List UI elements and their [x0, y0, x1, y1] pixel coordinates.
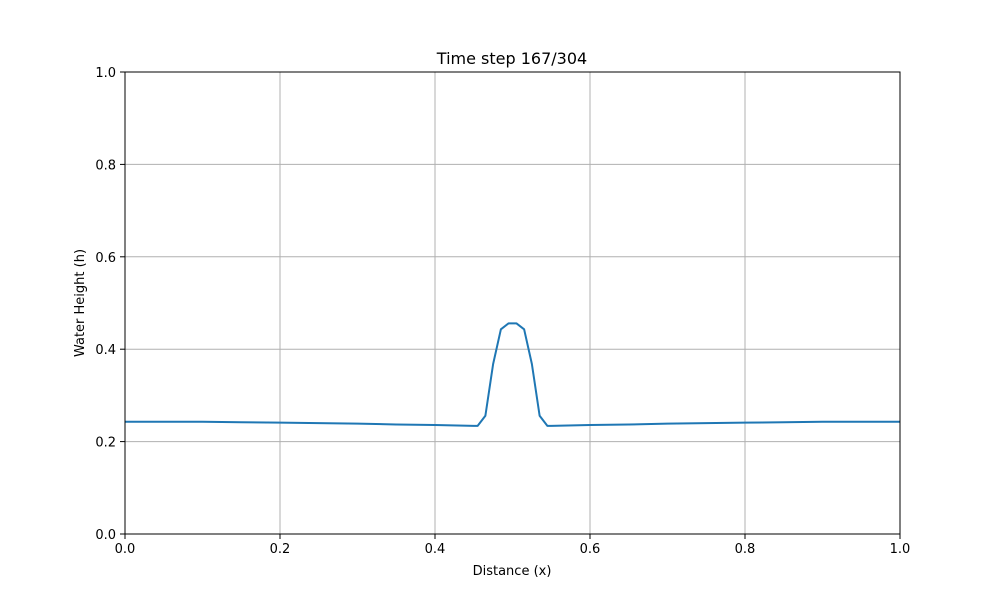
plot-frame	[124, 71, 901, 535]
plot-series	[125, 322, 900, 427]
x-tick-label: 0.4	[425, 542, 446, 557]
y-tick-label: 0.0	[95, 528, 116, 543]
x-axis-label: Distance (x)	[473, 564, 552, 579]
series-line	[125, 322, 900, 427]
x-tick-label: 1.0	[890, 542, 911, 557]
x-tick-label: 0.6	[580, 542, 601, 557]
y-axis-ticks: 0.0 0.2 0.4 0.6 0.8 1.0	[95, 66, 125, 543]
x-tick-label: 0.2	[270, 542, 291, 557]
x-tick-label: 0.0	[115, 542, 136, 557]
y-tick-label: 0.6	[95, 251, 116, 266]
y-tick-label: 0.4	[95, 343, 116, 358]
grid	[124, 71, 901, 535]
y-tick-label: 0.8	[95, 158, 116, 173]
y-tick-label: 1.0	[95, 66, 116, 81]
y-axis-label: Water Height (h)	[73, 249, 88, 357]
x-axis-ticks: 0.0 0.2 0.4 0.6 0.8 1.0	[115, 534, 911, 557]
x-tick-label: 0.8	[735, 542, 756, 557]
chart-title: Time step 167/304	[436, 49, 587, 68]
y-tick-label: 0.2	[95, 436, 116, 451]
